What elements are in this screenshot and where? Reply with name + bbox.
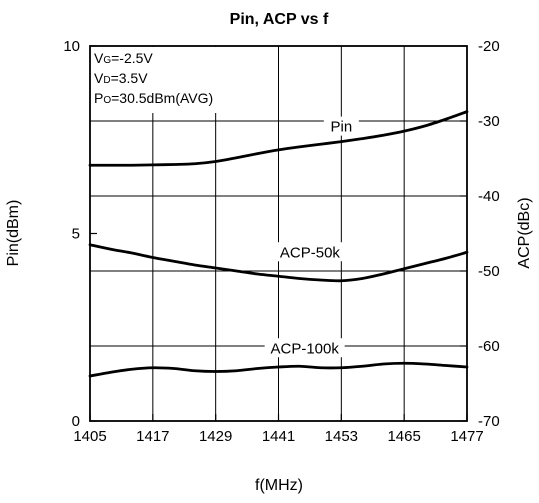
series-label: Pin: [330, 119, 352, 136]
y-axis-label-right: ACP(dBc): [516, 197, 533, 268]
series-label: ACP-50k: [280, 244, 341, 261]
condition-line: PO=30.5dBm(AVG): [94, 90, 213, 106]
x-tick-label: 1477: [450, 428, 483, 445]
x-tick-label: 1441: [262, 428, 295, 445]
x-tick-label: 1417: [136, 428, 169, 445]
y-right-tick-label: -30: [478, 113, 500, 130]
conditions-box: VG=-2.5V VD=3.5V PO=30.5dBm(AVG): [91, 47, 259, 113]
y-right-tick-label: -60: [478, 338, 500, 355]
condition-line: VD=3.5V: [94, 70, 148, 86]
chart-title: Pin, ACP vs f: [230, 11, 329, 28]
y-right-tick-label: -50: [478, 263, 500, 280]
y-left-tick-label: 10: [63, 38, 80, 55]
series-line-acp-100k: [88, 361, 469, 378]
x-axis-label: f(MHz): [255, 477, 303, 494]
series-label-bg: [323, 116, 359, 136]
x-tick-label: 1453: [325, 428, 358, 445]
conditions-background: [91, 47, 259, 113]
series-layer: [88, 110, 469, 378]
y-left-tick-label: 5: [72, 226, 80, 243]
y-right-tick-label: -20: [478, 38, 500, 55]
condition-line: VG=-2.5V: [94, 50, 153, 66]
x-tick-label: 1429: [199, 428, 232, 445]
label-layer: 1405 1417 1429 1441 1453 1465 1477 -20 -30 -40 -50…: [63, 38, 499, 445]
y-right-tick-label: -70: [478, 413, 500, 430]
series-label: ACP-100k: [270, 340, 339, 357]
x-tick-label: 1405: [73, 428, 106, 445]
series-label-bg: [264, 338, 345, 358]
series-label-bg: [274, 242, 346, 262]
series-line-acp-50k: [88, 243, 469, 283]
y-right-tick-label: -40: [478, 188, 500, 205]
tick-layer: [89, 45, 468, 422]
y-axis-label-left: Pin(dBm): [5, 200, 22, 267]
series-line-pin: [88, 110, 469, 167]
y-left-tick-label: 0: [72, 413, 80, 430]
x-tick-label: 1465: [387, 428, 420, 445]
